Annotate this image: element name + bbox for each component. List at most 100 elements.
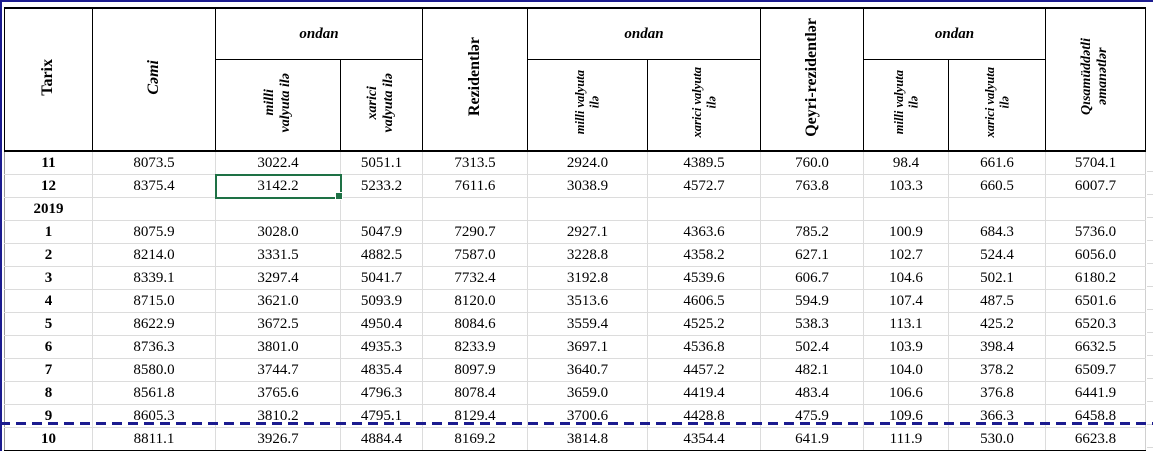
- value-cell[interactable]: 100.9: [863, 220, 949, 244]
- value-cell[interactable]: 483.4: [760, 381, 864, 405]
- value-cell[interactable]: 3926.7: [215, 427, 341, 451]
- date-cell[interactable]: 2019: [4, 197, 93, 221]
- value-cell[interactable]: 8375.4: [92, 174, 216, 198]
- header-ondan-1[interactable]: ondan: [215, 7, 423, 60]
- value-cell[interactable]: [340, 197, 423, 221]
- value-cell[interactable]: 4358.2: [647, 243, 761, 267]
- value-cell[interactable]: 3814.8: [527, 427, 648, 451]
- value-cell[interactable]: 3559.4: [527, 312, 648, 336]
- value-cell[interactable]: 3331.5: [215, 243, 341, 267]
- value-cell[interactable]: 3672.5: [215, 312, 341, 336]
- date-cell[interactable]: 4: [4, 289, 93, 313]
- value-cell[interactable]: [948, 197, 1046, 221]
- value-cell[interactable]: 398.4: [948, 335, 1046, 359]
- value-cell[interactable]: 4539.6: [647, 266, 761, 290]
- date-cell[interactable]: 12: [4, 174, 93, 198]
- value-cell[interactable]: 5704.1: [1045, 150, 1146, 175]
- selected-cell[interactable]: 3142.2: [214, 173, 344, 201]
- value-cell[interactable]: 6632.5: [1045, 335, 1146, 359]
- value-cell[interactable]: 3228.8: [527, 243, 648, 267]
- value-cell[interactable]: 7587.0: [422, 243, 528, 267]
- value-cell[interactable]: 6180.2: [1045, 266, 1146, 290]
- value-cell[interactable]: 8622.9: [92, 312, 216, 336]
- value-cell[interactable]: 8339.1: [92, 266, 216, 290]
- value-cell[interactable]: 8075.9: [92, 220, 216, 244]
- value-cell[interactable]: 8580.0: [92, 358, 216, 382]
- value-cell[interactable]: 3765.6: [215, 381, 341, 405]
- header-ondan-3[interactable]: ondan: [863, 7, 1046, 60]
- value-cell[interactable]: 3640.7: [527, 358, 648, 382]
- value-cell[interactable]: 8214.0: [92, 243, 216, 267]
- value-cell[interactable]: 502.4: [760, 335, 864, 359]
- date-cell[interactable]: 10: [4, 427, 93, 451]
- value-cell[interactable]: 660.5: [948, 174, 1046, 198]
- value-cell[interactable]: 8561.8: [92, 381, 216, 405]
- value-cell[interactable]: 3297.4: [215, 266, 341, 290]
- value-cell[interactable]: 104.0: [863, 358, 949, 382]
- value-cell[interactable]: 641.9: [760, 427, 864, 451]
- value-cell[interactable]: 4354.4: [647, 427, 761, 451]
- value-cell[interactable]: 4935.3: [340, 335, 423, 359]
- value-cell[interactable]: 98.4: [863, 150, 949, 175]
- value-cell[interactable]: [647, 197, 761, 221]
- header-qeyri-rezidentlar[interactable]: Qeyri-rezidentlər: [760, 7, 864, 152]
- value-cell[interactable]: 661.6: [948, 150, 1046, 175]
- value-cell[interactable]: 3801.0: [215, 335, 341, 359]
- value-cell[interactable]: 2924.0: [527, 150, 648, 175]
- header-ondan-2[interactable]: ondan: [527, 7, 761, 60]
- value-cell[interactable]: 3022.4: [215, 150, 341, 175]
- value-cell[interactable]: 538.3: [760, 312, 864, 336]
- value-cell[interactable]: 5047.9: [340, 220, 423, 244]
- value-cell[interactable]: 106.6: [863, 381, 949, 405]
- date-cell[interactable]: 2: [4, 243, 93, 267]
- value-cell[interactable]: [92, 197, 216, 221]
- value-cell[interactable]: 487.5: [948, 289, 1046, 313]
- value-cell[interactable]: 594.9: [760, 289, 864, 313]
- value-cell[interactable]: 113.1: [863, 312, 949, 336]
- value-cell[interactable]: [215, 197, 341, 221]
- value-cell[interactable]: 6509.7: [1045, 358, 1146, 382]
- header-qisamuddatli[interactable]: Qısamüddətli əmanətlər: [1045, 7, 1146, 152]
- value-cell[interactable]: 6007.7: [1045, 174, 1146, 198]
- value-cell[interactable]: 4884.4: [340, 427, 423, 451]
- date-cell[interactable]: 1: [4, 220, 93, 244]
- value-cell[interactable]: 4525.2: [647, 312, 761, 336]
- value-cell[interactable]: 3192.8: [527, 266, 648, 290]
- value-cell[interactable]: 6441.9: [1045, 381, 1146, 405]
- value-cell[interactable]: [527, 197, 648, 221]
- date-cell[interactable]: 7: [4, 358, 93, 382]
- value-cell[interactable]: 760.0: [760, 150, 864, 175]
- value-cell[interactable]: 102.7: [863, 243, 949, 267]
- header-xarici-valyuta-1[interactable]: xarici valyuta ilə: [340, 59, 423, 152]
- value-cell[interactable]: 6056.0: [1045, 243, 1146, 267]
- value-cell[interactable]: 5051.1: [340, 150, 423, 175]
- date-cell[interactable]: 11: [4, 150, 93, 175]
- value-cell[interactable]: 3744.7: [215, 358, 341, 382]
- value-cell[interactable]: 5041.7: [340, 266, 423, 290]
- date-cell[interactable]: 3: [4, 266, 93, 290]
- value-cell[interactable]: 4950.4: [340, 312, 423, 336]
- header-rezidentlar[interactable]: Rezidentlər: [422, 7, 528, 152]
- value-cell[interactable]: 3038.9: [527, 174, 648, 198]
- value-cell[interactable]: 8097.9: [422, 358, 528, 382]
- value-cell[interactable]: 524.4: [948, 243, 1046, 267]
- value-cell[interactable]: 8811.1: [92, 427, 216, 451]
- value-cell[interactable]: 5093.9: [340, 289, 423, 313]
- date-cell[interactable]: 6: [4, 335, 93, 359]
- value-cell[interactable]: 104.6: [863, 266, 949, 290]
- value-cell[interactable]: 7611.6: [422, 174, 528, 198]
- value-cell[interactable]: [760, 197, 864, 221]
- value-cell[interactable]: 4882.5: [340, 243, 423, 267]
- header-tarix[interactable]: Tarix: [4, 7, 93, 152]
- value-cell[interactable]: 4572.7: [647, 174, 761, 198]
- value-cell[interactable]: 4835.4: [340, 358, 423, 382]
- value-cell[interactable]: 6520.3: [1045, 312, 1146, 336]
- value-cell[interactable]: 3621.0: [215, 289, 341, 313]
- value-cell[interactable]: 606.7: [760, 266, 864, 290]
- header-milli-valyuta-1[interactable]: milli valyuta ilə: [215, 59, 341, 152]
- value-cell[interactable]: 4796.3: [340, 381, 423, 405]
- value-cell[interactable]: 378.2: [948, 358, 1046, 382]
- value-cell[interactable]: 4536.8: [647, 335, 761, 359]
- value-cell[interactable]: 8715.0: [92, 289, 216, 313]
- value-cell[interactable]: 4363.6: [647, 220, 761, 244]
